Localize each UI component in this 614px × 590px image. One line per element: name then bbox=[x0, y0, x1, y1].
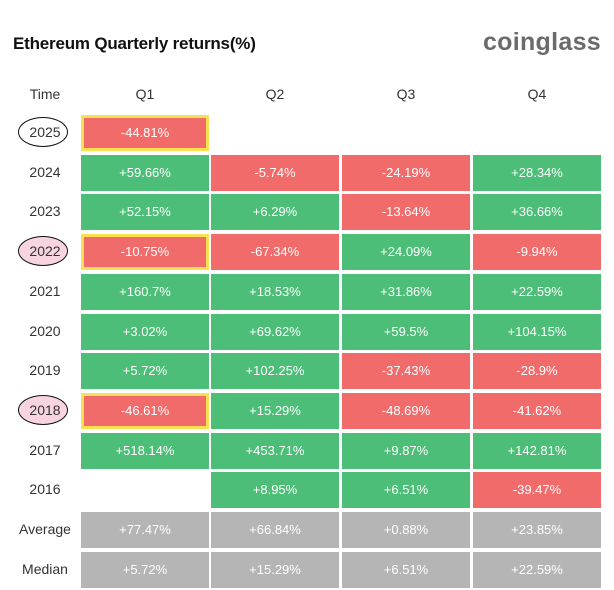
row-label-2023: 2023 bbox=[29, 203, 61, 220]
cell-average-q1: +77.47% bbox=[81, 512, 209, 548]
cell-2018-q2: +15.29% bbox=[211, 392, 339, 429]
cell-2024-q4: +28.34% bbox=[473, 154, 601, 191]
cell-median-q2: +15.29% bbox=[211, 551, 339, 588]
cell-2016-q2: +8.95% bbox=[211, 472, 339, 509]
cell-2016-q3: +6.51% bbox=[342, 472, 470, 509]
cell-average-q3: +0.88% bbox=[342, 512, 470, 548]
year-circle-2022 bbox=[18, 236, 68, 267]
row-label-2019: 2019 bbox=[29, 362, 61, 379]
cell-2023-q3: -13.64% bbox=[342, 194, 470, 231]
row-label-2022: 2022 bbox=[29, 243, 61, 260]
cell-2021-q4: +22.59% bbox=[473, 273, 601, 310]
cell-average-q4: +23.85% bbox=[473, 512, 601, 548]
cell-2018-q1: -46.61% bbox=[81, 392, 209, 429]
column-header-q4: Q4 bbox=[527, 86, 547, 102]
cell-2018-q3: -48.69% bbox=[342, 392, 470, 429]
cell-2019-q2: +102.25% bbox=[211, 353, 339, 390]
cell-2024-q1: +59.66% bbox=[81, 154, 209, 191]
row-label-median: Median bbox=[22, 560, 68, 577]
column-header-q1: Q1 bbox=[135, 86, 155, 102]
column-header-q3: Q3 bbox=[396, 86, 416, 102]
row-label-average: Average bbox=[19, 521, 71, 537]
returns-table: Time Q1 Q2 Q3 Q4 2025 -44.81% 2024 +59.66% -5.74%… bbox=[13, 74, 603, 590]
cell-2020-q4: +104.15% bbox=[473, 313, 601, 350]
cell-median-q3: +6.51% bbox=[342, 551, 470, 588]
column-header-time: Time bbox=[29, 86, 61, 102]
cell-2018-q4: -41.62% bbox=[473, 392, 601, 429]
cell-2024-q3: -24.19% bbox=[342, 154, 470, 191]
cell-median-q1: +5.72% bbox=[81, 551, 209, 588]
year-circle-2025 bbox=[18, 117, 68, 147]
row-label-2017: 2017 bbox=[29, 441, 61, 458]
cell-2024-q2: -5.74% bbox=[211, 154, 339, 191]
cell-2020-q1: +3.02% bbox=[81, 313, 209, 350]
cell-2021-q2: +18.53% bbox=[211, 273, 339, 310]
row-label-2020: 2020 bbox=[29, 322, 61, 339]
row-label-2018: 2018 bbox=[29, 401, 61, 418]
cell-2023-q1: +52.15% bbox=[81, 194, 209, 231]
cell-2021-q1: +160.7% bbox=[81, 273, 209, 310]
cell-2017-q4: +142.81% bbox=[473, 432, 601, 469]
cell-median-q4: +22.59% bbox=[473, 551, 601, 588]
cell-2016-q4: -39.47% bbox=[473, 472, 601, 509]
cell-2023-q4: +36.66% bbox=[473, 194, 601, 231]
cell-2022-q3: +24.09% bbox=[342, 234, 470, 271]
cell-2017-q1: +518.14% bbox=[81, 432, 209, 469]
coinglass-logo: coinglass bbox=[482, 28, 601, 56]
year-circle-2018 bbox=[18, 394, 68, 425]
row-label-2025: 2025 bbox=[29, 124, 61, 140]
cell-2021-q3: +31.86% bbox=[342, 273, 470, 310]
cell-2017-q2: +453.71% bbox=[211, 432, 339, 469]
cell-2020-q2: +69.62% bbox=[211, 313, 339, 350]
cell-2020-q3: +59.5% bbox=[342, 313, 470, 350]
cell-2019-q1: +5.72% bbox=[81, 353, 209, 390]
cell-2019-q3: -37.43% bbox=[342, 353, 470, 390]
cell-2023-q2: +6.29% bbox=[211, 194, 339, 231]
cell-2022-q2: -67.34% bbox=[211, 234, 339, 271]
cell-2017-q3: +9.87% bbox=[342, 432, 470, 469]
chart-title: Ethereum Quarterly returns(%) bbox=[13, 34, 256, 53]
row-label-2024: 2024 bbox=[29, 163, 61, 180]
cell-2019-q4: -28.9% bbox=[473, 353, 601, 390]
cell-2022-q1: -10.75% bbox=[81, 234, 209, 271]
row-label-2021: 2021 bbox=[29, 282, 61, 299]
cell-average-q2: +66.84% bbox=[211, 512, 339, 548]
cell-2022-q4: -9.94% bbox=[473, 234, 601, 271]
row-label-2016: 2016 bbox=[29, 481, 61, 498]
column-header-q2: Q2 bbox=[265, 86, 285, 102]
cell-2025-q1: -44.81% bbox=[81, 115, 209, 151]
